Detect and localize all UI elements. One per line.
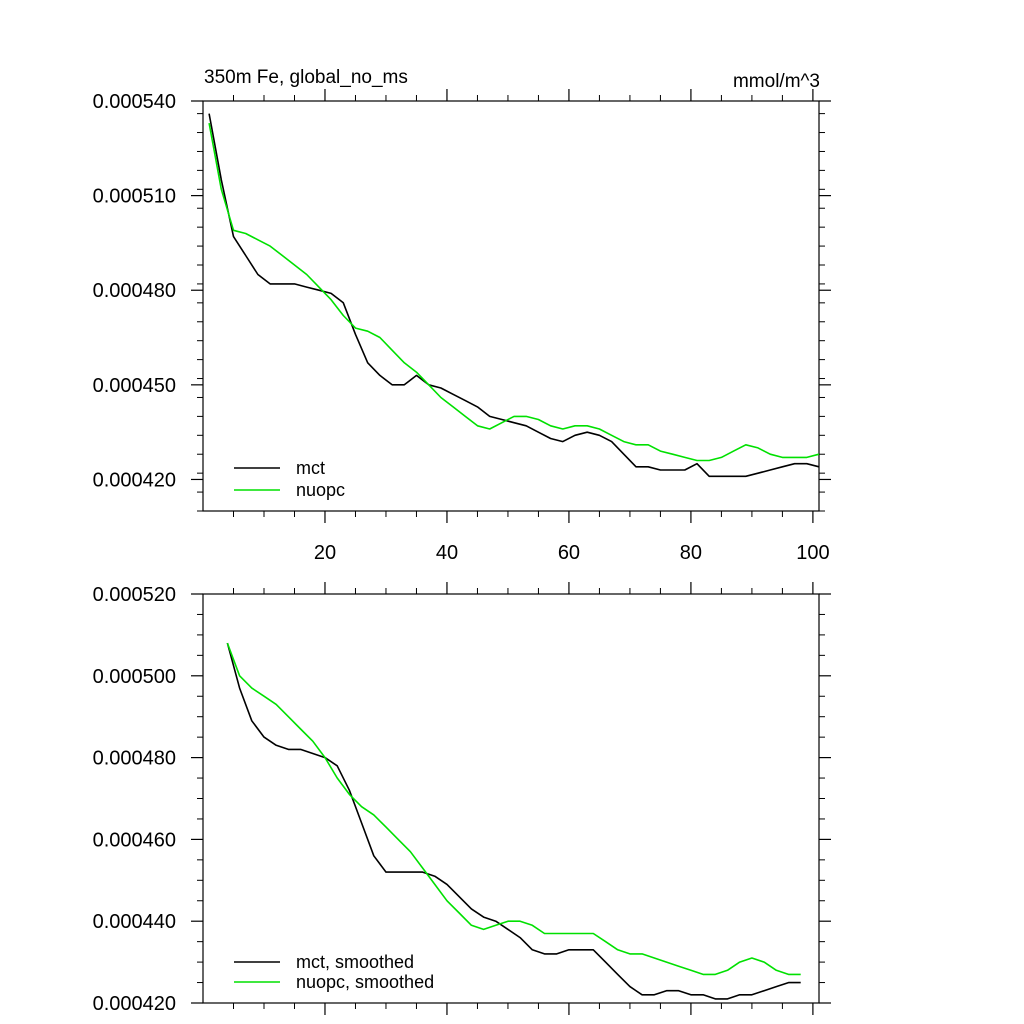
legend-label: mct	[296, 458, 325, 478]
series-line-nuopc-smoothed	[226, 642, 801, 976]
y-tick-label: 0.000520	[93, 584, 176, 606]
y-tick-label: 0.000480	[93, 280, 176, 302]
x-tick-label: 80	[680, 542, 702, 564]
x-tick-label: 100	[796, 542, 829, 564]
y-tick-label: 0.000480	[93, 748, 176, 770]
y-tick-label: 0.000500	[93, 666, 176, 688]
y-tick-label: 0.000540	[93, 91, 176, 113]
series-line-nuopc	[208, 122, 820, 462]
y-tick-label: 0.000460	[93, 829, 176, 851]
top-panel-units: mmol/m^3	[733, 71, 820, 92]
legend-label: nuopc, smoothed	[296, 972, 434, 992]
y-tick-label: 0.000510	[93, 186, 176, 208]
series-line-mct	[208, 113, 820, 478]
x-tick-label: 20	[314, 542, 336, 564]
legend-label: nuopc	[296, 480, 345, 500]
x-tick-label: 60	[558, 542, 580, 564]
y-tick-label: 0.000420	[93, 993, 176, 1015]
top-panel: 350m Fe, global_no_ms mmol/m^3 0.000420 0…	[93, 67, 831, 564]
top-panel-title: 350m Fe, global_no_ms	[204, 67, 408, 88]
x-tick-label: 40	[436, 542, 458, 564]
bottom-panel: 0.000420 0.000440 0.000460 0.000480 0.000500…	[93, 582, 831, 1015]
y-tick-label: 0.000420	[93, 469, 176, 491]
y-tick-label: 0.000450	[93, 375, 176, 397]
plot-frame	[202, 593, 820, 1004]
plot-frame	[202, 100, 820, 512]
series-line-mct-smoothed	[226, 642, 801, 1000]
legend-label: mct, smoothed	[296, 952, 414, 972]
y-tick-label: 0.000440	[93, 911, 176, 933]
